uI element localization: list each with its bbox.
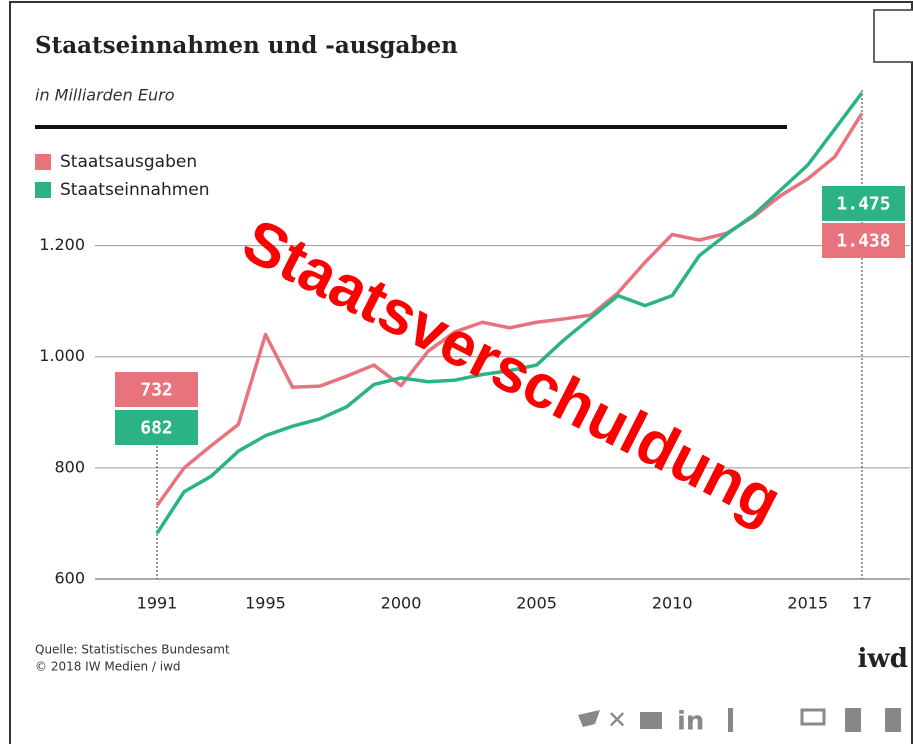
linkedin-icon[interactable]: in [677, 707, 704, 737]
x-tick-label: 2005 [516, 594, 557, 613]
corner-box[interactable] [873, 9, 913, 63]
chart-title: Staatseinnahmen und -ausgaben [35, 32, 458, 59]
y-tick-label: 1.000 [39, 346, 85, 365]
legend-label: Staatseinnahmen [60, 180, 210, 200]
xing-icon[interactable]: ✕ [607, 706, 627, 734]
value-label-box [822, 223, 905, 258]
copyright: © 2018 IW Medien / iwd [35, 660, 181, 674]
y-tick-label: 600 [54, 569, 85, 588]
value-label: 1.475 [836, 194, 890, 215]
value-label-box [115, 372, 198, 407]
value-label-box [822, 186, 905, 221]
x-tick-label: 2015 [787, 594, 828, 613]
legend-swatch [35, 182, 51, 198]
mail-icon[interactable] [640, 712, 662, 729]
value-label: 732 [140, 380, 173, 401]
subtitle: in Milliarden Euro [35, 86, 175, 105]
watermark: Staatsverschuldung [232, 206, 791, 537]
download-icon[interactable] [800, 708, 826, 726]
share-icons: ✕ in [578, 706, 901, 737]
x-tick-label: 17 [852, 594, 872, 613]
x-tick-label: 1995 [245, 594, 286, 613]
series-line [155, 112, 864, 507]
x-tick-label: 2010 [652, 594, 693, 613]
y-tick-label: 1.200 [39, 235, 85, 254]
value-label: 1.438 [836, 231, 890, 252]
eps-icon[interactable] [845, 708, 861, 732]
value-label-box [115, 410, 198, 445]
x-tick-label: 2000 [381, 594, 422, 613]
title-rule [35, 125, 787, 129]
legend-label: Staatsausgaben [60, 152, 197, 172]
frame [9, 1, 913, 744]
x-tick-label: 1991 [137, 594, 178, 613]
y-tick-label: 800 [54, 457, 85, 476]
xls-icon[interactable] [885, 708, 901, 732]
value-label: 682 [140, 418, 173, 439]
source: Quelle: Statistisches Bundesamt [35, 643, 230, 657]
legend-swatch [35, 154, 51, 170]
logo: iwd [858, 644, 908, 674]
series-line [155, 91, 864, 535]
facebook-icon[interactable] [728, 708, 733, 732]
twitter-icon[interactable] [578, 710, 600, 727]
